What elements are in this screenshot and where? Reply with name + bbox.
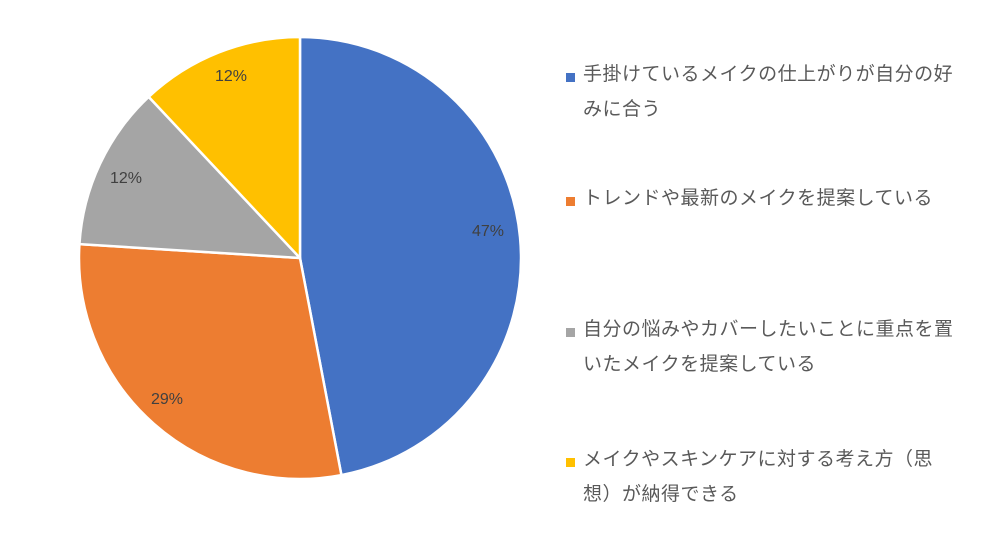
legend-label: 手掛けているメイクの仕上がりが自分の好 みに合う	[583, 63, 954, 120]
legend-item-trend: トレンドや最新のメイクを提案している	[566, 187, 986, 216]
data-label: 12%	[110, 170, 142, 187]
slice-trend	[77, 242, 343, 481]
legend-item-philosophy: メイクやスキンケアに対する考え方（思 想）が納得できる	[566, 448, 986, 512]
slice-philosophy	[147, 35, 302, 260]
legend-item-taste-match: 手掛けているメイクの仕上がりが自分の好 みに合う	[566, 63, 986, 127]
legend-label: トレンドや最新のメイクを提案している	[583, 187, 934, 209]
legend-swatch-blue	[566, 73, 575, 82]
legend-label: メイクやスキンケアに対する考え方（思 想）が納得できる	[583, 448, 934, 505]
slice-taste-match	[298, 35, 523, 477]
legend-label: 自分の悩みやカバーしたいことに重点を置 いたメイクを提案している	[583, 318, 954, 375]
legend-item-concerns: 自分の悩みやカバーしたいことに重点を置 いたメイクを提案している	[566, 318, 986, 382]
data-label: 47%	[472, 223, 504, 240]
legend-swatch-gray	[566, 328, 575, 337]
legend-swatch-yellow	[566, 458, 575, 467]
data-label: 12%	[215, 68, 247, 85]
slice-concerns	[78, 95, 302, 260]
data-label: 29%	[151, 391, 183, 408]
legend-swatch-orange	[566, 197, 575, 206]
